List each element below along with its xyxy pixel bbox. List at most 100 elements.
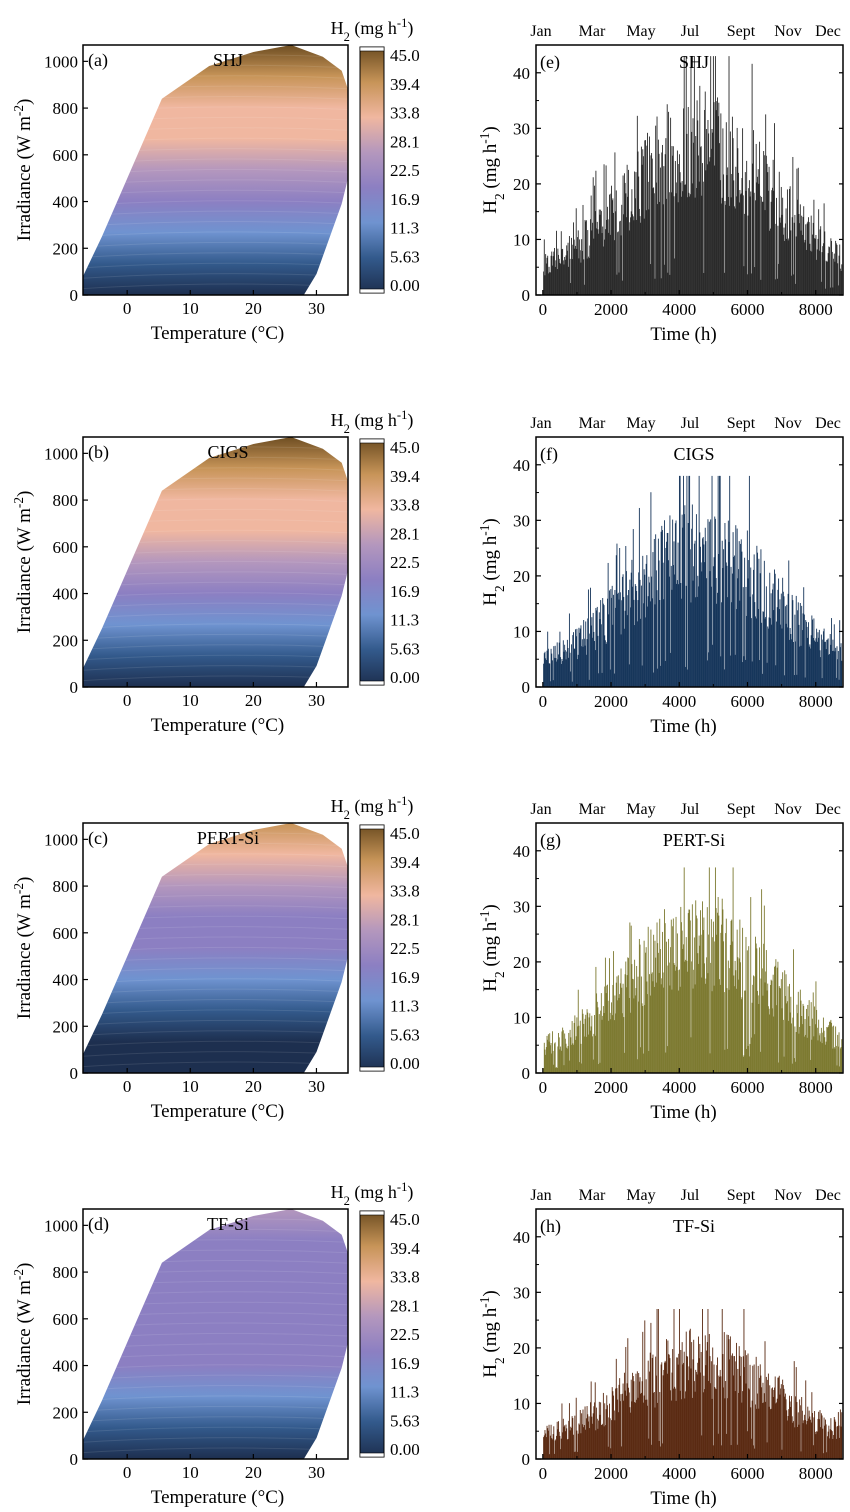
data-bar: [804, 1419, 806, 1459]
data-bar: [805, 1424, 807, 1459]
data-bar: [799, 1026, 801, 1073]
data-bar: [779, 599, 781, 687]
data-bar: [660, 984, 662, 1073]
data-bar: [707, 973, 709, 1073]
data-bar: [795, 236, 797, 295]
colorbar-title: H2 (mg h-1): [331, 408, 414, 436]
data-bar: [747, 215, 749, 295]
data-bar: [818, 209, 820, 295]
data-bar: [691, 131, 693, 295]
data-bar: [816, 249, 818, 295]
data-bar: [702, 1309, 703, 1459]
data-bar: [803, 614, 805, 687]
data-bar: [727, 1398, 729, 1459]
data-bar: [571, 1416, 573, 1459]
data-bar: [652, 1354, 654, 1459]
colorbar: H2 (mg h-1)45.039.433.828.122.516.911.35…: [331, 408, 421, 687]
data-bar: [828, 1425, 830, 1459]
data-bar: [543, 663, 545, 687]
data-bar: [564, 259, 566, 295]
data-bar: [690, 1368, 692, 1459]
data-bar: [785, 974, 787, 1073]
data-bar: [769, 572, 771, 687]
data-bar: [681, 1342, 683, 1459]
data-bar: [807, 221, 809, 295]
data-bar: [680, 1349, 682, 1459]
data-bar: [614, 590, 616, 687]
data-bar: [729, 968, 731, 1073]
data-bar: [804, 239, 806, 295]
data-bar: [588, 679, 590, 687]
data-bar: [545, 1437, 547, 1459]
data-bar: [834, 261, 836, 295]
data-bar: [685, 1331, 687, 1459]
data-bar: [564, 256, 566, 295]
data-bar: [600, 624, 602, 687]
data-bar: [643, 569, 645, 687]
data-bar: [691, 1342, 693, 1459]
data-bar: [693, 969, 695, 1073]
data-bar: [793, 675, 795, 687]
panel-letter: (d): [88, 1214, 109, 1235]
data-bar: [808, 1418, 809, 1459]
data-bar: [673, 963, 675, 1073]
data-bar: [782, 234, 784, 295]
data-bar: [759, 1364, 761, 1459]
data-bar: [575, 245, 576, 295]
data-bar: [594, 1382, 596, 1459]
x-axis-label: Time (h): [650, 716, 716, 737]
data-bar: [566, 1047, 568, 1073]
data-bar: [592, 612, 594, 687]
data-bar: [655, 570, 657, 687]
month-label: Jan: [530, 1187, 551, 1204]
month-label: Nov: [774, 415, 802, 432]
data-bar: [581, 1424, 583, 1459]
data-bar: [784, 995, 786, 1073]
data-bar: [632, 214, 634, 295]
data-bar: [778, 1375, 780, 1459]
data-bar: [620, 1394, 622, 1459]
data-bar: [591, 617, 593, 687]
data-bar: [611, 185, 612, 295]
data-bar: [547, 631, 549, 687]
data-bar: [835, 243, 837, 295]
data-bar: [719, 1376, 720, 1459]
data-bar: [548, 663, 550, 687]
data-bar: [667, 532, 669, 687]
data-bar: [590, 1026, 592, 1073]
colorbar-tick-label: 33.8: [390, 1268, 420, 1287]
data-bar: [716, 1365, 718, 1459]
data-bar: [700, 1372, 701, 1459]
data-bar: [787, 986, 789, 1073]
data-bar: [793, 1058, 795, 1073]
panel-letter: (c): [88, 828, 108, 849]
data-bar: [634, 1402, 636, 1459]
data-bar: [806, 1420, 808, 1459]
data-bar: [802, 216, 804, 295]
data-bar: [548, 1041, 550, 1073]
data-bar: [811, 1392, 813, 1459]
data-bar: [570, 1426, 572, 1459]
data-bar: [757, 1365, 759, 1459]
data-bar: [714, 1388, 716, 1459]
data-bar: [750, 1438, 752, 1459]
data-bar: [561, 658, 563, 687]
data-bar: [700, 562, 702, 687]
data-bar: [573, 632, 574, 687]
data-bar: [677, 1364, 679, 1459]
data-bar: [676, 966, 678, 1073]
data-bar: [558, 1032, 559, 1073]
data-bar: [556, 1067, 558, 1073]
y-tick-label: 10: [513, 1008, 530, 1027]
data-bar: [625, 546, 627, 687]
data-bar: [604, 640, 606, 687]
data-bar: [787, 593, 789, 687]
data-bar: [658, 1441, 660, 1459]
data-bar: [791, 639, 792, 687]
data-bar: [613, 240, 615, 295]
data-bar: [627, 595, 629, 687]
data-bar: [672, 155, 674, 295]
data-bar: [569, 1029, 571, 1073]
data-bar: [584, 219, 586, 295]
data-bar: [717, 897, 719, 1073]
